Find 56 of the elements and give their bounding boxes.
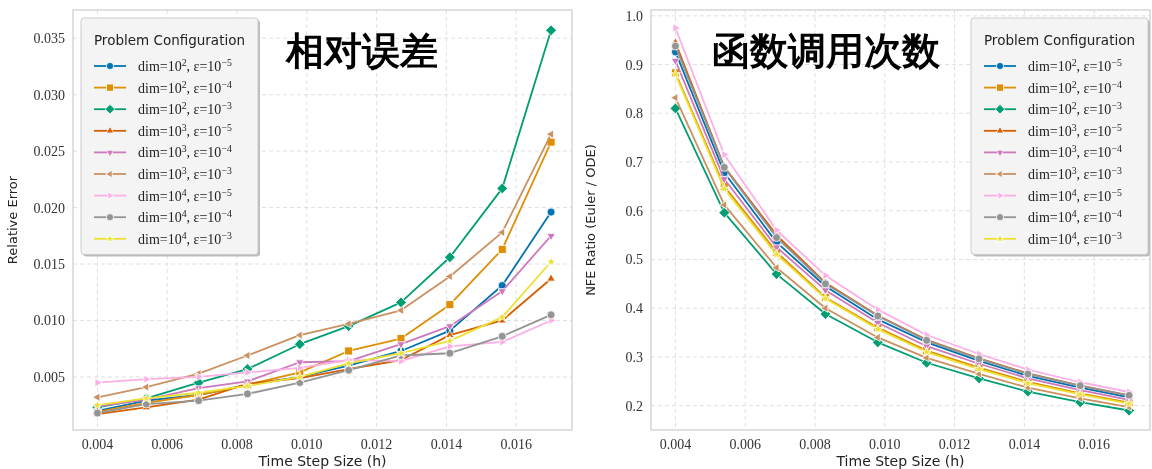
text: 函数调用次数: [711, 29, 941, 73]
legend-label: dim=10$^{4}$, ε=10$^{−4}$: [1028, 207, 1122, 226]
x-tick-label: 0.006: [151, 437, 183, 452]
y-axis-title: NFE Ratio (Euler / ODE): [583, 144, 598, 296]
x-tick-label: 0.014: [430, 437, 463, 452]
legend-label: dim=10$^{3}$, ε=10$^{−3}$: [138, 164, 232, 182]
legend-label: dim=10$^{4}$, ε=10$^{−4}$: [138, 207, 232, 226]
y-tick-label: 0.030: [33, 87, 65, 103]
y-tick-label: 0.035: [33, 31, 65, 47]
legend-label: dim=10$^{2}$, ε=10$^{−5}$: [1028, 56, 1122, 74]
x-tick-label: 0.004: [659, 437, 692, 452]
x-tick-label: 0.010: [869, 437, 901, 452]
y-tick-label: 0.8: [625, 106, 643, 122]
x-tick-label: 0.010: [291, 437, 323, 452]
y-tick-label: 0.015: [33, 257, 65, 273]
y-tick-label: 0.6: [625, 203, 643, 219]
legend-label: dim=10$^{2}$, ε=10$^{−3}$: [138, 99, 232, 118]
y-tick-label: 0.9: [625, 57, 643, 73]
x-tick-label: 0.008: [221, 437, 253, 452]
x-tick-label: 0.012: [938, 437, 971, 452]
x-tick-label: 0.012: [360, 437, 393, 452]
x-tick-label: 0.006: [729, 437, 761, 452]
y-tick-label: 0.2: [625, 398, 643, 414]
legend-title: Problem Configuration: [983, 32, 1136, 48]
legend-label: dim=10$^{4}$, ε=10$^{−5}$: [138, 186, 232, 204]
y-tick-label: 0.4: [625, 301, 643, 317]
legend-label: dim=10$^{3}$, ε=10$^{−5}$: [138, 121, 232, 139]
x-tick-label: 0.016: [500, 437, 532, 452]
legend-label: dim=10$^{2}$, ε=10$^{−4}$: [1028, 78, 1122, 96]
legend-label: dim=10$^{4}$, ε=10$^{−5}$: [1028, 186, 1122, 204]
legend-label: dim=10$^{4}$, ε=10$^{−3}$: [138, 229, 232, 247]
legend-label: dim=10$^{2}$, ε=10$^{−3}$: [1028, 99, 1122, 118]
x-tick-label: 0.016: [1078, 437, 1110, 452]
x-axis-title: Time Step Size (h): [835, 453, 965, 469]
y-tick-label: 1.0: [625, 8, 643, 24]
x-tick-label: 0.014: [1008, 437, 1041, 452]
y-tick-label: 0.005: [33, 369, 65, 385]
legend-label: dim=10$^{3}$, ε=10$^{−4}$: [138, 142, 232, 161]
x-tick-label: 0.008: [799, 437, 831, 452]
x-tick-label: 0.004: [81, 437, 114, 452]
y-tick-label: 0.5: [625, 252, 643, 268]
legend-label: dim=10$^{3}$, ε=10$^{−3}$: [1028, 164, 1122, 182]
legend-label: dim=10$^{2}$, ε=10$^{−5}$: [138, 56, 232, 74]
x-axis-title: Time Step Size (h): [257, 453, 387, 469]
y-tick-label: 0.7: [625, 155, 643, 171]
legend-label: dim=10$^{3}$, ε=10$^{−4}$: [1028, 142, 1122, 161]
text: 相对误差: [285, 29, 439, 73]
legend-title: Problem Configuration: [93, 32, 246, 48]
legend-label: dim=10$^{3}$, ε=10$^{−5}$: [1028, 121, 1122, 139]
legend-label: dim=10$^{2}$, ε=10$^{−4}$: [138, 78, 232, 96]
y-tick-label: 0.025: [33, 144, 65, 160]
y-tick-label: 0.3: [625, 349, 643, 365]
y-axis-title: Relative Error: [5, 175, 20, 265]
y-tick-label: 0.010: [33, 313, 65, 329]
y-tick-label: 0.020: [33, 200, 65, 216]
legend-label: dim=10$^{4}$, ε=10$^{−3}$: [1028, 229, 1122, 247]
